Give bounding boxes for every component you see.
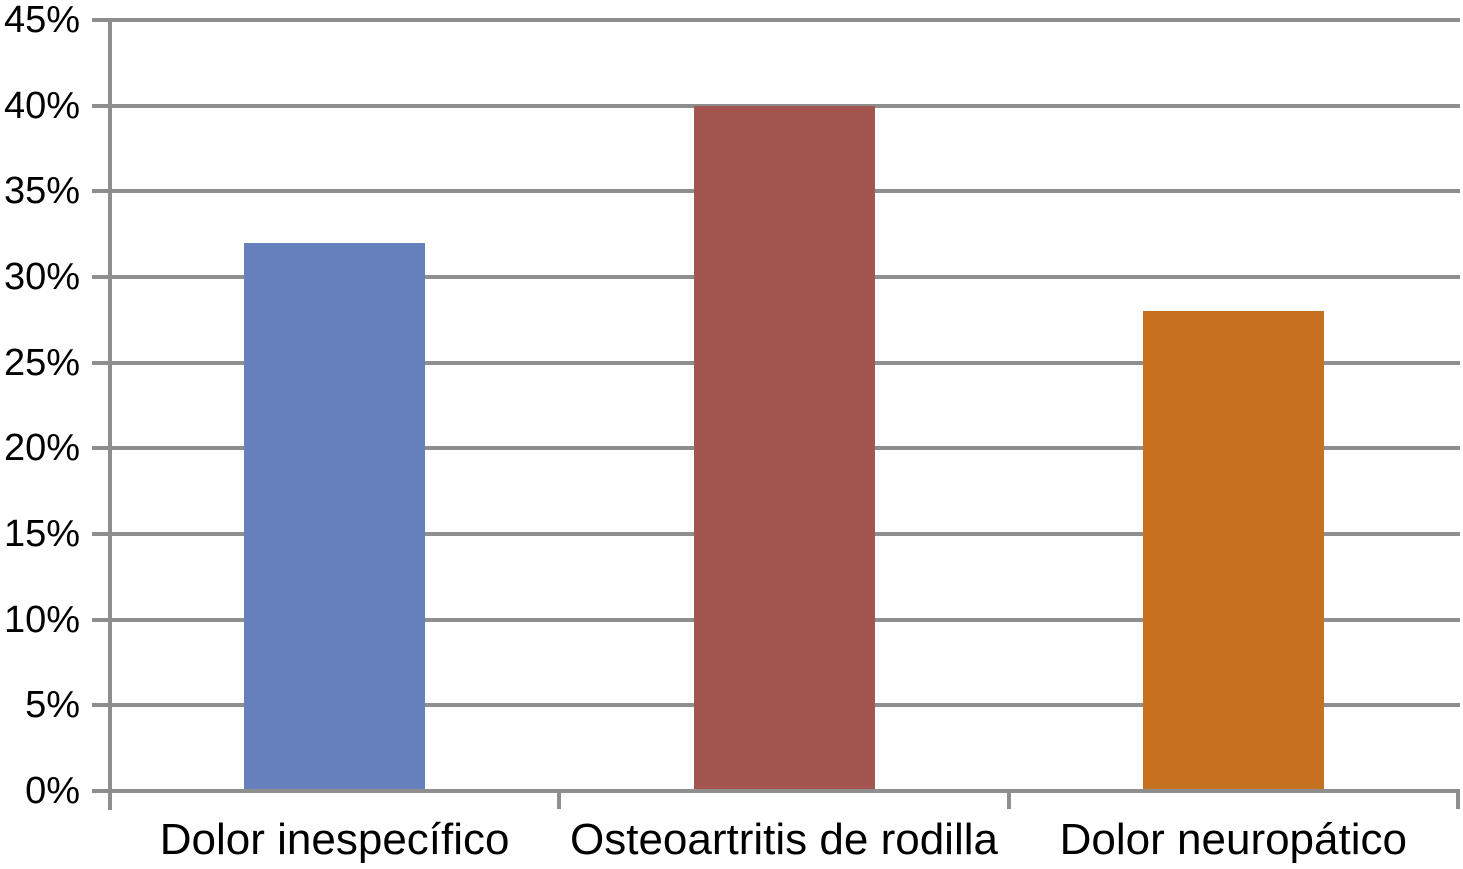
bar-3 (1142, 311, 1324, 793)
y-axis-tick-label: 35% (3, 170, 80, 213)
x-axis-category-label: Dolor inespecífico (159, 815, 510, 864)
x-axis-tick (557, 791, 562, 809)
y-axis-tick-label: 10% (3, 598, 80, 641)
y-axis-tick-label: 5% (25, 684, 80, 727)
gridline (92, 18, 1460, 22)
y-axis-tick-label: 0% (25, 770, 80, 812)
y-axis-tick-label: 30% (3, 256, 80, 298)
x-axis-category-label: Dolor neuropático (1059, 815, 1407, 864)
x-axis-tick (108, 791, 112, 809)
bar-2 (693, 105, 875, 793)
x-axis-category-label: Osteoartritis de rodilla (570, 815, 998, 864)
y-axis-line (108, 18, 112, 810)
x-axis-line (92, 789, 1460, 793)
x-axis-tick (1006, 791, 1011, 809)
y-axis-tick-label: 40% (3, 84, 80, 127)
y-axis-tick-label: 15% (3, 513, 80, 555)
x-axis-tick (1456, 791, 1460, 809)
bar-1 (244, 242, 426, 793)
y-axis-tick-label: 25% (3, 341, 80, 384)
y-axis-tick-label: 45% (3, 0, 80, 41)
y-axis-tick-label: 20% (3, 427, 80, 470)
